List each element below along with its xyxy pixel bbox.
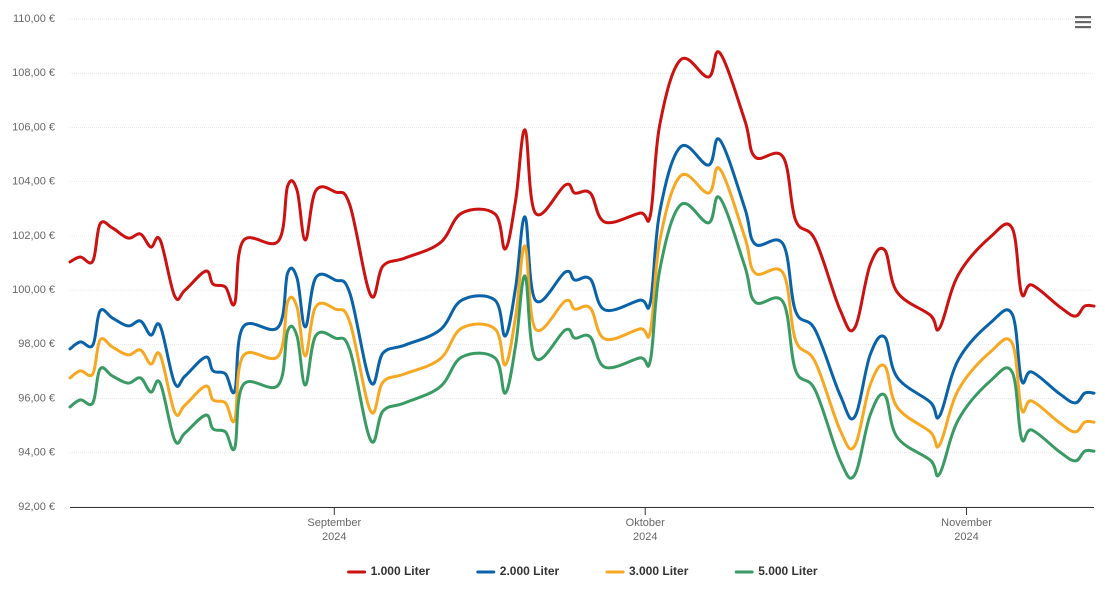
x-tick-label-line: September — [307, 517, 361, 529]
x-tick-label-line: Oktober — [626, 517, 665, 529]
menu-bar — [1075, 21, 1091, 24]
legend-label: 5.000 Liter — [758, 564, 818, 578]
y-tick-label: 110,00 € — [13, 13, 55, 25]
x-tick-label-line: 2024 — [954, 531, 978, 543]
legend: 1.000 Liter 2.000 Liter 3.000 Liter 5.000 L… — [347, 564, 818, 578]
legend-label: 3.000 Liter — [629, 564, 689, 578]
menu-bar — [1075, 16, 1091, 19]
y-tick-label: 100,00 € — [12, 284, 55, 296]
series-line — [68, 195, 1096, 480]
x-tick-label-line: November — [941, 517, 992, 529]
y-tick-label: 96,00 € — [18, 392, 55, 404]
y-tick-label: 104,00 € — [12, 176, 55, 188]
series-line — [68, 166, 1096, 451]
x-tick-label: September 2024 — [307, 517, 361, 543]
legend-label: 2.000 Liter — [500, 564, 560, 578]
series-line — [68, 137, 1096, 421]
menu-button[interactable] — [1075, 16, 1091, 29]
y-tick-label: 98,00 € — [18, 338, 55, 350]
legend-item[interactable]: 2.000 Liter — [476, 564, 560, 578]
legend-item[interactable]: 5.000 Liter — [734, 564, 818, 578]
x-tick-label: November 2024 — [941, 517, 992, 543]
y-tick-label: 92,00 € — [18, 501, 55, 513]
x-tick-label: Oktober 2024 — [626, 517, 665, 543]
legend-item[interactable]: 3.000 Liter — [605, 564, 689, 578]
legend-label: 1.000 Liter — [371, 564, 431, 578]
y-tick-label: 108,00 € — [12, 67, 55, 79]
menu-bar — [1075, 26, 1091, 29]
x-tick-label-line: 2024 — [633, 531, 657, 543]
legend-item[interactable]: 1.000 Liter — [347, 564, 431, 578]
series-line — [68, 50, 1096, 333]
x-tick-label-line: 2024 — [322, 531, 346, 543]
y-tick-label: 106,00 € — [12, 121, 55, 133]
y-tick-label: 102,00 € — [12, 230, 55, 242]
y-tick-label: 94,00 € — [18, 447, 55, 459]
